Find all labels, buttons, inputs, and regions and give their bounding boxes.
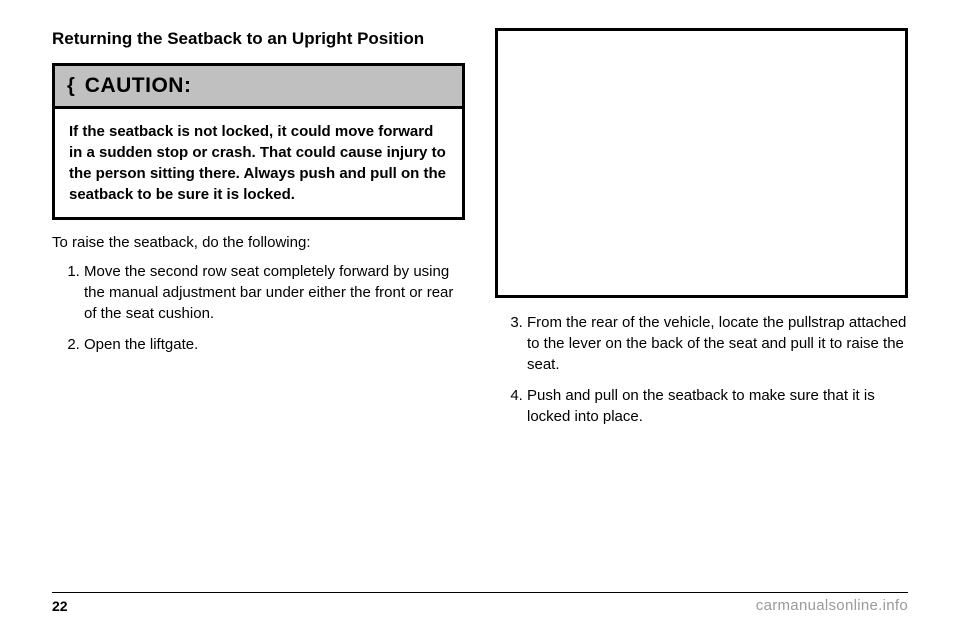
caution-header: { CAUTION: <box>55 66 462 109</box>
right-column: From the rear of the vehicle, locate the… <box>495 28 908 437</box>
section-heading: Returning the Seatback to an Upright Pos… <box>52 28 465 49</box>
left-column: Returning the Seatback to an Upright Pos… <box>52 28 465 437</box>
caution-label: CAUTION: <box>85 74 192 98</box>
list-item: From the rear of the vehicle, locate the… <box>527 312 908 375</box>
manual-page: Returning the Seatback to an Upright Pos… <box>0 0 960 640</box>
caution-box: { CAUTION: If the seatback is not locked… <box>52 63 465 220</box>
list-item: Open the liftgate. <box>84 334 465 355</box>
page-number: 22 <box>52 598 68 614</box>
two-column-layout: Returning the Seatback to an Upright Pos… <box>52 28 908 437</box>
list-item: Push and pull on the seatback to make su… <box>527 385 908 427</box>
warning-brace-icon: { <box>67 75 75 98</box>
watermark-text: carmanualsonline.info <box>756 597 908 614</box>
caution-body-text: If the seatback is not locked, it could … <box>55 109 462 217</box>
steps-list-right: From the rear of the vehicle, locate the… <box>495 312 908 427</box>
page-footer: 22 carmanualsonline.info <box>52 592 908 614</box>
lead-text: To raise the seatback, do the following: <box>52 234 465 251</box>
steps-list-left: Move the second row seat completely forw… <box>52 261 465 355</box>
figure-placeholder <box>495 28 908 298</box>
list-item: Move the second row seat completely forw… <box>84 261 465 324</box>
